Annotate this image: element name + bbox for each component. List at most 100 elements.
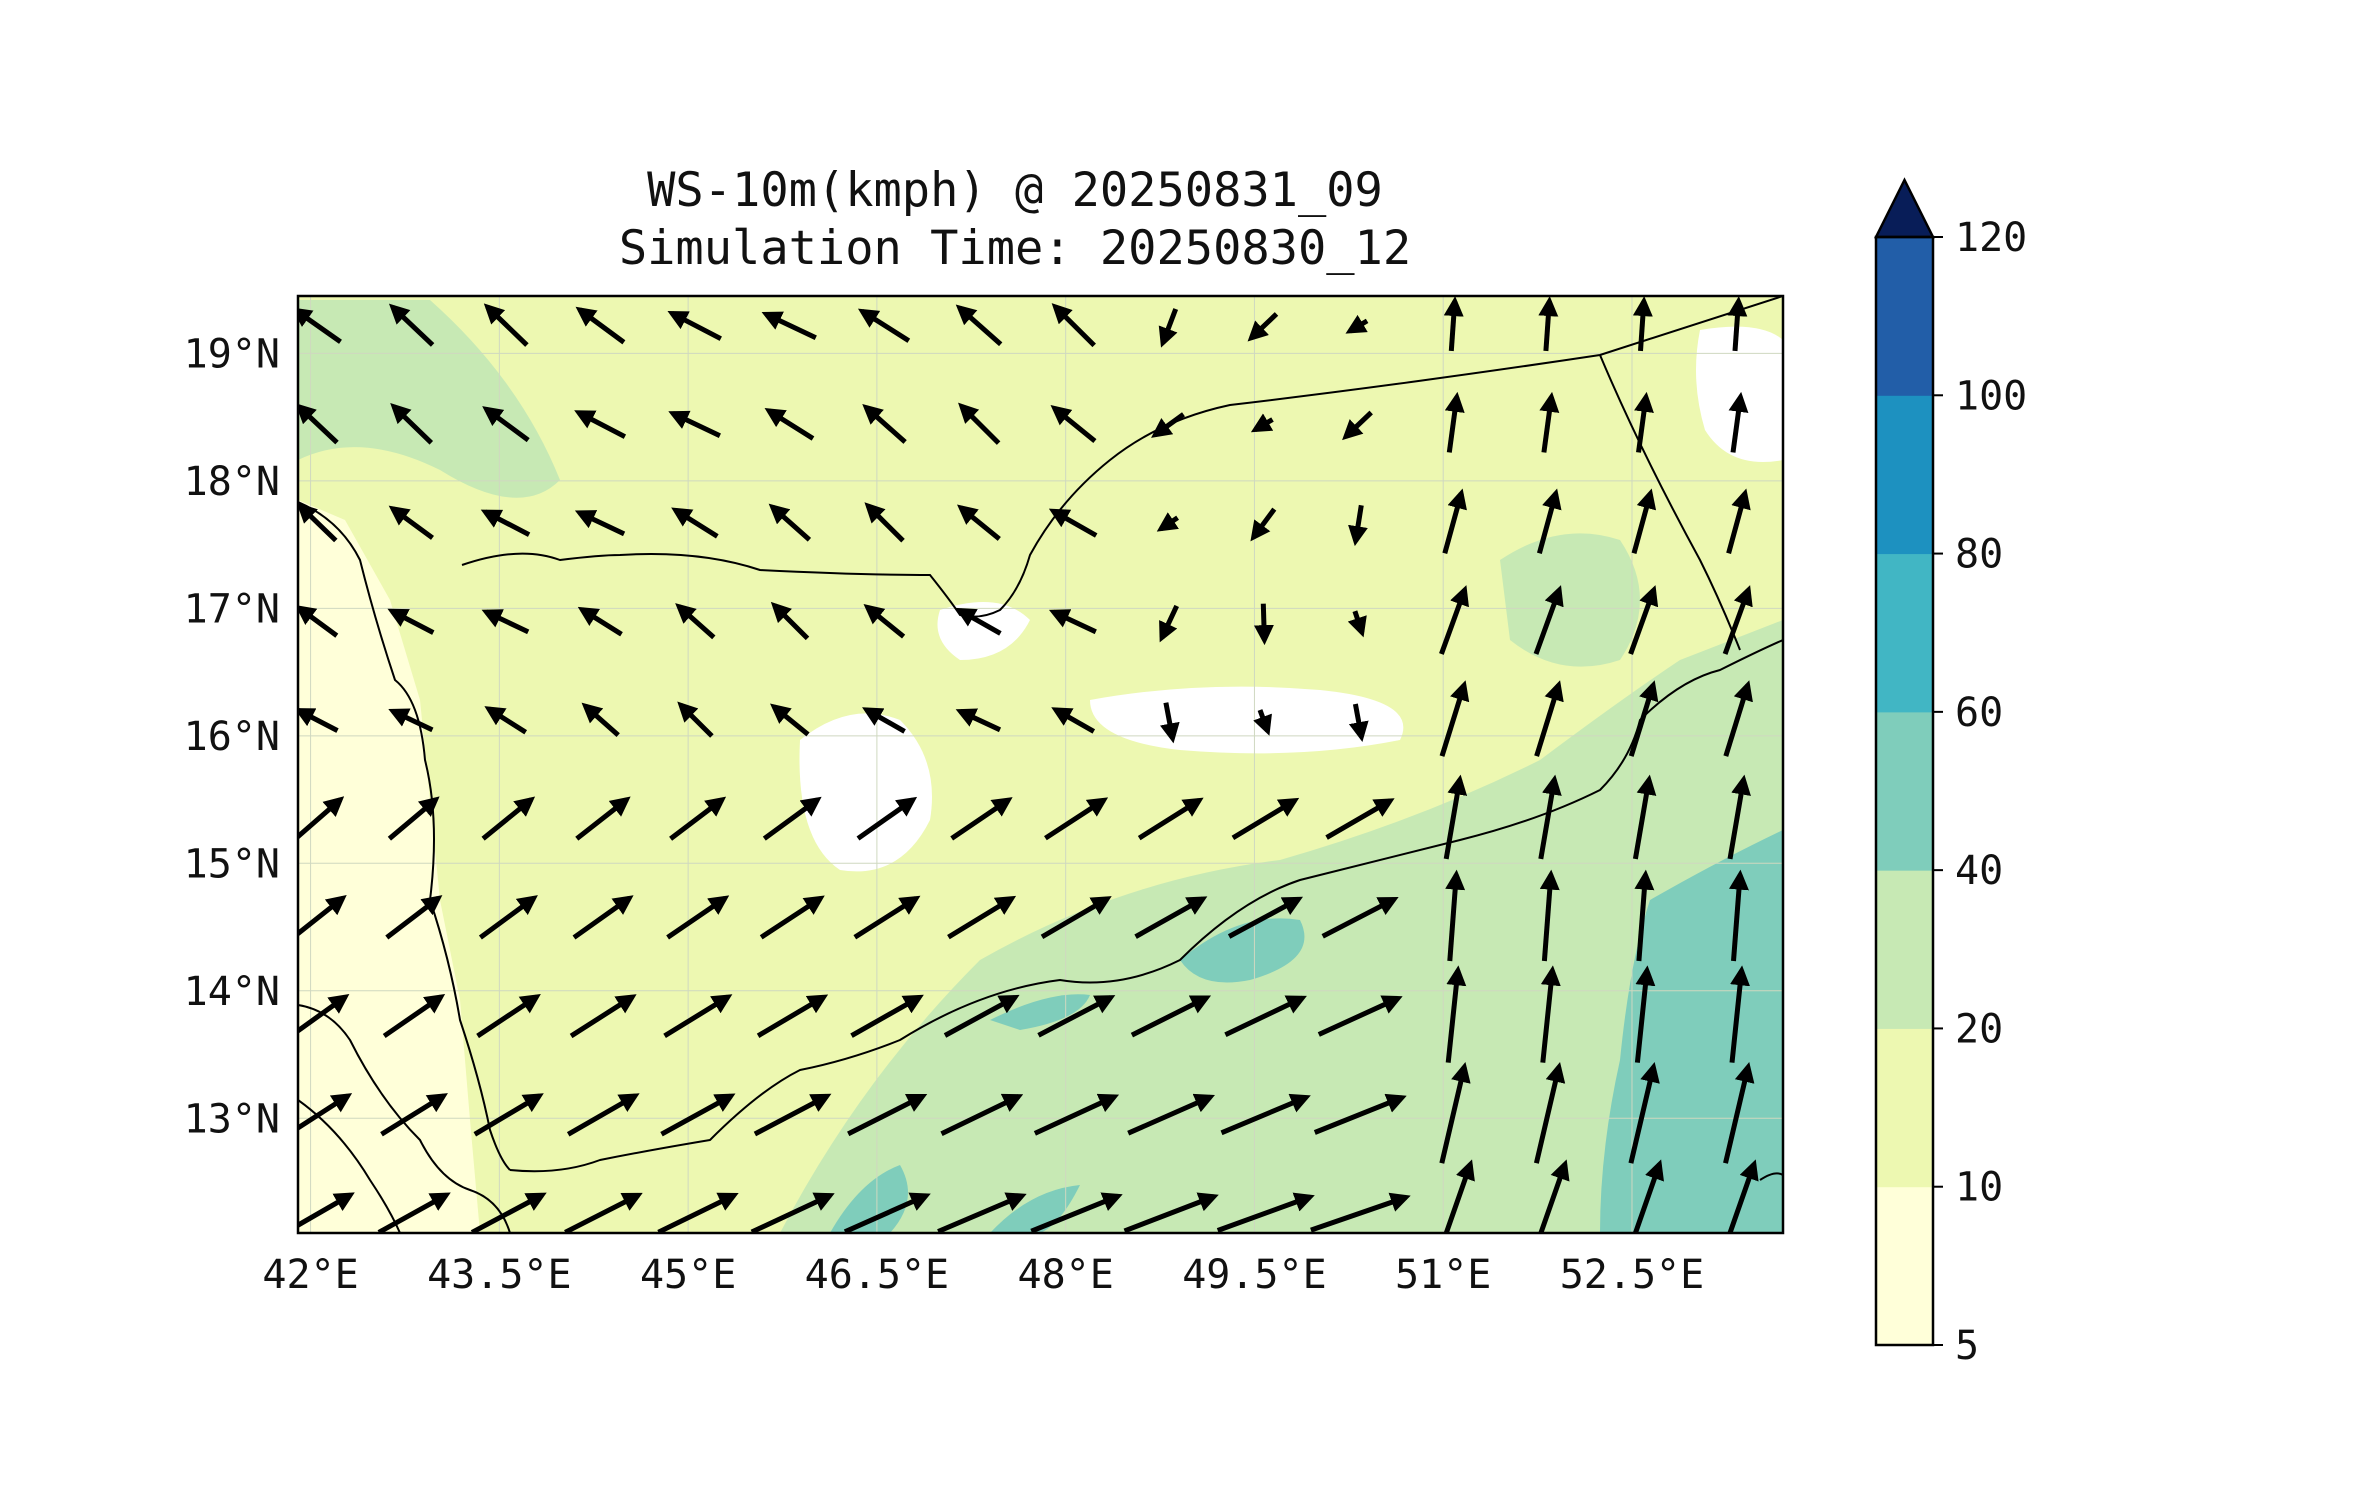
wind-arrow — [1728, 391, 1749, 453]
wind-arrow — [1729, 965, 1750, 1063]
wind-arrow — [1445, 965, 1467, 1063]
speed-band-strong — [990, 994, 1090, 1030]
wind-arrow — [1727, 774, 1751, 860]
wind-arrow — [377, 1192, 451, 1233]
x-tick-label: 49.5°E — [1182, 1252, 1327, 1298]
wind-arrow — [390, 403, 434, 445]
wind-arrow — [1538, 774, 1562, 860]
wind-arrow — [660, 1093, 736, 1137]
x-tick-label: 51°E — [1395, 1252, 1491, 1298]
wind-arrow — [298, 993, 350, 1034]
speed-band-moderate — [1500, 533, 1640, 667]
speed-band-moderate — [298, 300, 560, 498]
wind-arrow — [1442, 488, 1467, 554]
wind-arrow — [574, 410, 627, 439]
wind-arrow — [575, 796, 631, 841]
wind-arrow — [762, 796, 822, 841]
x-tick-label: 45°E — [640, 1252, 736, 1298]
wind-arrow — [1048, 609, 1097, 635]
wind-arrow — [1443, 1159, 1475, 1233]
speed-band-strong — [1180, 918, 1305, 983]
wind-arrow — [1051, 707, 1096, 734]
coastline-horn-of-africa — [298, 1004, 511, 1233]
y-tick-label: 17°N — [184, 586, 280, 632]
x-tick-label: 52.5°E — [1560, 1252, 1705, 1298]
colorbar-extend-arrow — [1873, 177, 1936, 239]
wind-arrow — [666, 895, 730, 940]
colorbar-segment — [1876, 395, 1933, 555]
wind-arrow — [667, 310, 722, 341]
wind-arrow — [768, 503, 812, 542]
wind-arrow — [1533, 585, 1564, 655]
wind-arrow — [1250, 413, 1274, 433]
wind-arrow — [1348, 703, 1369, 743]
wind-arrow — [1224, 995, 1307, 1038]
wind-arrow — [1160, 702, 1180, 744]
wind-arrow — [1443, 774, 1468, 860]
y-tick-label: 16°N — [184, 714, 280, 760]
wind-arrow — [480, 509, 531, 537]
x-tick-label: 46.5°E — [805, 1252, 950, 1298]
wind-arrow — [1632, 296, 1653, 352]
wind-arrow — [1634, 391, 1654, 453]
colorbar-segment — [1876, 553, 1933, 713]
wind-arrow — [1628, 680, 1659, 757]
wind-arrow — [388, 708, 434, 733]
wind-arrow — [1727, 1159, 1759, 1233]
wind-vectors — [298, 296, 1759, 1233]
speed-band-very-light-coast — [298, 500, 480, 1233]
wind-arrow — [1321, 897, 1399, 939]
wind-arrow — [1723, 680, 1753, 757]
wind-arrow — [387, 608, 435, 635]
wind-arrow — [298, 708, 339, 733]
colorbar-segment — [1876, 1186, 1933, 1346]
speed-band-calm-spot — [799, 713, 932, 872]
wind-arrow — [863, 604, 906, 639]
y-tick-label: 18°N — [184, 459, 280, 505]
wind-arrow — [1632, 774, 1657, 860]
border-yemen-oman — [1599, 354, 1741, 651]
colorbar-frame — [1874, 235, 1935, 1347]
speed-band-strong — [830, 1165, 908, 1233]
wind-arrow — [566, 1093, 640, 1137]
wind-arrow — [569, 994, 637, 1039]
colorbar-label: 40 — [1955, 848, 2003, 894]
x-tick-label: 43.5°E — [427, 1252, 572, 1298]
x-axis-ticks: 42°E 43.5°E 45°E 46.5°E 48°E 49.5°E 51°E 52.5°E — [262, 1252, 1704, 1298]
wind-arrow — [657, 1192, 739, 1233]
wind-arrow — [1539, 869, 1560, 962]
wind-arrow — [298, 605, 339, 638]
wind-arrow — [382, 993, 446, 1039]
wind-arrow — [298, 1192, 355, 1229]
wind-arrow — [1445, 869, 1466, 962]
wind-arrow — [298, 403, 339, 445]
wind-arrow — [1325, 798, 1395, 840]
wind-arrow — [1345, 314, 1369, 334]
gridlines — [298, 296, 1783, 1233]
wind-arrow — [668, 410, 721, 439]
wind-arrow — [476, 994, 541, 1039]
wind-arrow — [575, 306, 626, 345]
wind-arrow — [764, 408, 815, 441]
wind-arrow — [864, 502, 905, 543]
wind-arrow — [473, 1093, 544, 1137]
wind-arrow — [759, 895, 825, 940]
wind-arrow — [1534, 680, 1564, 757]
wind-arrow — [1313, 1093, 1407, 1135]
wind-arrow — [843, 1192, 931, 1233]
wind-arrow — [1727, 296, 1748, 352]
wind-arrow — [1253, 709, 1272, 736]
wind-arrow — [1030, 1192, 1123, 1233]
wind-arrow — [1123, 1192, 1219, 1233]
wind-arrow — [1310, 1192, 1411, 1233]
wind-arrow — [770, 703, 810, 737]
colorbar-label: 100 — [1955, 373, 2027, 419]
wind-arrow — [1231, 797, 1300, 841]
wind-arrow — [1227, 896, 1304, 939]
coastline-red-sea — [298, 501, 511, 1171]
wind-arrow — [955, 607, 1002, 636]
wind-arrow — [1220, 1093, 1311, 1136]
wind-arrow — [1538, 1159, 1570, 1233]
wind-arrow — [1151, 412, 1185, 438]
wind-arrow — [1540, 965, 1561, 1063]
